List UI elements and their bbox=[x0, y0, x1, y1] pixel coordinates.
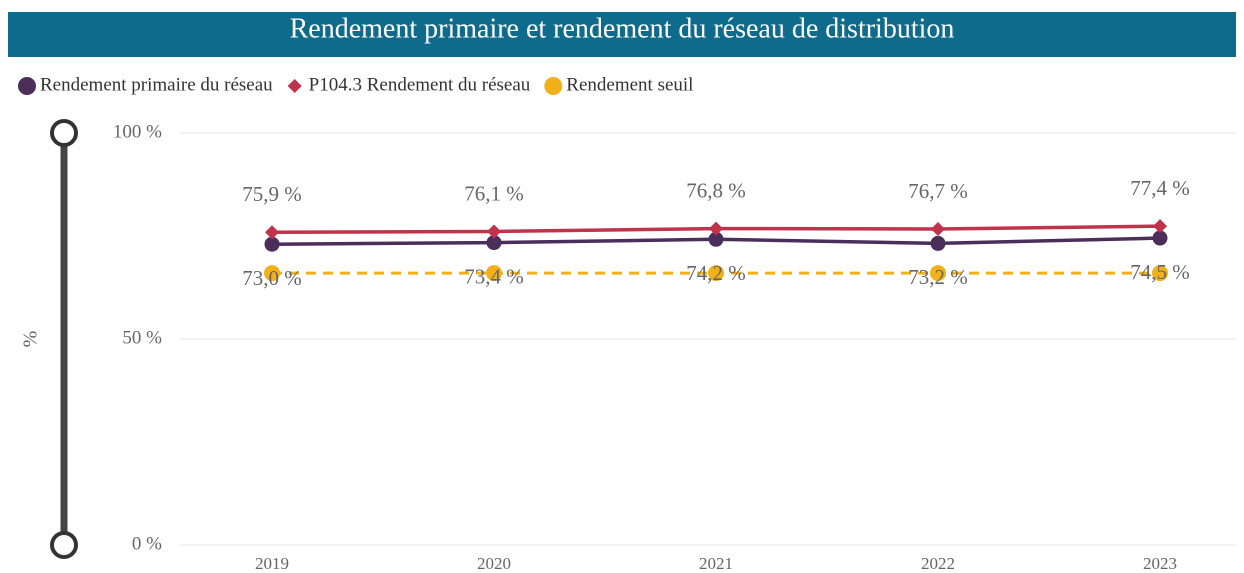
y-slider[interactable] bbox=[50, 119, 78, 559]
legend-symbol bbox=[287, 79, 302, 93]
title-bar bbox=[8, 12, 1236, 57]
legend-symbol bbox=[18, 77, 36, 95]
point bbox=[708, 231, 724, 247]
point bbox=[709, 221, 723, 236]
point bbox=[264, 265, 280, 282]
chart-title: Rendement primaire et rendement du résea… bbox=[290, 13, 955, 44]
legend-symbol bbox=[544, 77, 563, 95]
data-label: 75,9 % bbox=[242, 182, 302, 206]
point bbox=[930, 235, 946, 251]
data-label: 76,1 % bbox=[464, 181, 524, 205]
point bbox=[487, 224, 501, 239]
x-tick-label: 2022 bbox=[921, 554, 955, 573]
point bbox=[930, 265, 946, 282]
point bbox=[1153, 219, 1167, 234]
point bbox=[264, 236, 280, 252]
x-tick-label: 2023 bbox=[1143, 554, 1177, 573]
slider-handle[interactable] bbox=[50, 119, 78, 147]
y-tick-label: 100 % bbox=[113, 121, 162, 142]
data-label: 73,2 % bbox=[908, 265, 968, 289]
point bbox=[265, 225, 279, 240]
point bbox=[486, 235, 502, 251]
point bbox=[486, 265, 502, 282]
legend-label: P104.3 Rendement du réseau bbox=[309, 74, 531, 95]
point bbox=[1152, 265, 1168, 282]
data-label: 74,5 % bbox=[1130, 260, 1190, 284]
data-label: 76,8 % bbox=[686, 178, 746, 202]
point bbox=[708, 265, 724, 282]
x-tick-label: 2019 bbox=[255, 554, 289, 573]
legend-item: P104.3 Rendement du réseau bbox=[287, 74, 531, 95]
y-tick-label: 50 % bbox=[122, 327, 162, 348]
legend-label: Rendement primaire du réseau bbox=[40, 74, 273, 95]
data-label: 76,7 % bbox=[908, 179, 968, 203]
data-label: 73,4 % bbox=[464, 264, 524, 288]
y-tick-label: 0 % bbox=[132, 533, 162, 554]
point bbox=[931, 221, 945, 236]
y-axis-label: % bbox=[20, 331, 42, 348]
x-tick-label: 2021 bbox=[699, 554, 733, 573]
data-label: 73,0 % bbox=[242, 266, 302, 290]
legend-label: Rendement seuil bbox=[566, 74, 693, 95]
point bbox=[1152, 230, 1168, 246]
data-label: 77,4 % bbox=[1130, 176, 1190, 200]
legend-item: Rendement seuil bbox=[544, 74, 693, 95]
legend-item: Rendement primaire du réseau bbox=[18, 74, 273, 95]
x-tick-label: 2020 bbox=[477, 554, 511, 573]
slider-handle[interactable] bbox=[50, 531, 78, 559]
data-label: 74,2 % bbox=[686, 261, 746, 285]
